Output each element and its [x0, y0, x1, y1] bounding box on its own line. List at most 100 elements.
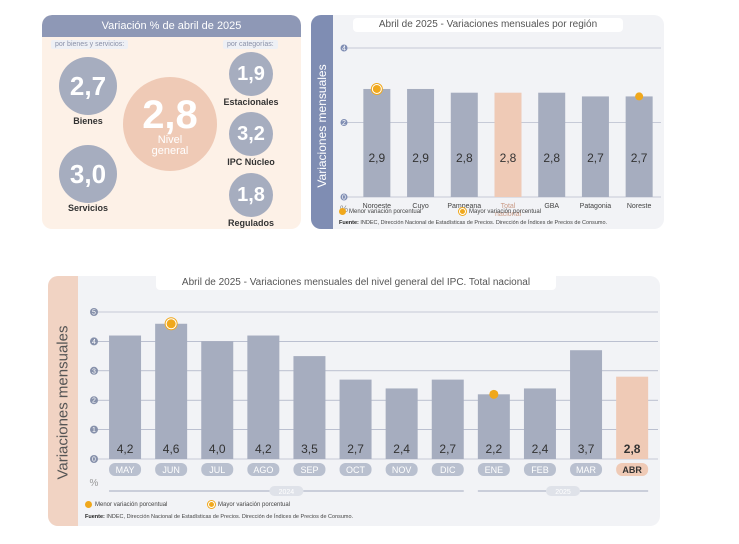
monthly-bar — [201, 341, 234, 459]
goods-services-subtitle: por bienes y servicios: — [51, 40, 129, 49]
year-group-label: 2025 — [555, 489, 571, 496]
region-legend-min-label: Menor variación porcentual — [349, 209, 422, 216]
monthly-bar — [616, 376, 649, 459]
monthly-y-tick-label: 1 — [92, 427, 96, 434]
region-bar — [581, 96, 609, 197]
monthly-category-chip — [155, 463, 188, 476]
monthly-tick-badge — [90, 396, 98, 405]
general-level-circle: 2,8 Nivel general — [123, 77, 217, 171]
min-marker — [635, 92, 644, 101]
monthly-source-text: INDEC, Dirección Nacional de Estadística… — [106, 514, 354, 520]
monthly-category-label: JUN — [162, 465, 180, 475]
region-bar-value: 2,7 — [631, 151, 648, 165]
monthly-tick-badge — [90, 337, 98, 346]
region-bar-value: 2,8 — [543, 151, 560, 165]
region-source-text: INDEC, Dirección Nacional de Estadística… — [360, 220, 608, 226]
core-cpi-value: 3,2 — [229, 112, 273, 156]
region-source: Fuente: INDEC, Dirección Nacional de Est… — [339, 220, 607, 226]
region-bar-value: 2,8 — [500, 151, 517, 165]
monthly-category-chip — [109, 463, 142, 476]
region-source-label: Fuente: — [339, 220, 359, 226]
max-marker — [372, 84, 381, 93]
regulated-label: Regulados — [227, 218, 274, 228]
monthly-bar — [477, 394, 510, 459]
region-y-tick-label: 2 — [342, 120, 346, 127]
monthly-bar-value: 4,6 — [163, 442, 180, 456]
monthly-category-chip — [616, 463, 649, 476]
monthly-category-chip — [247, 463, 280, 476]
services-label: Servicios — [67, 203, 109, 213]
monthly-category-chip — [570, 463, 603, 476]
monthly-tick-badge — [90, 308, 98, 316]
monthly-category-chip — [385, 463, 418, 476]
region-chart-title-main: Variaciones mensuales por región — [446, 19, 598, 30]
monthly-tick-badge — [90, 425, 98, 434]
region-bar-value: 2,7 — [587, 151, 604, 165]
region-bar — [407, 88, 435, 197]
monthly-bar — [385, 388, 418, 459]
region-chart-title: Abril de 2025 - Variaciones mensuales po… — [353, 18, 623, 32]
monthly-tick-badge — [90, 366, 98, 375]
monthly-legend-max: Mayor variación porcentual — [208, 501, 290, 508]
region-tick-badge — [340, 119, 348, 126]
goods-label: Bienes — [73, 116, 103, 126]
region-category-label: Total — [501, 203, 516, 210]
monthly-bar — [109, 335, 142, 459]
year-group-label: 2024 — [279, 489, 295, 496]
services-value: 3,0 — [59, 145, 117, 203]
monthly-category-chip — [477, 463, 510, 476]
seasonal-label: Estacionales — [223, 97, 279, 107]
min-marker-icon — [339, 208, 346, 215]
monthly-chart-title-main: Variaciones mensuales del nivel general … — [249, 277, 531, 288]
summary-title: Variación % de abril de 2025 — [42, 15, 301, 37]
region-y-axis-band: Variaciones mensuales — [311, 15, 333, 229]
max-marker-icon — [208, 501, 215, 508]
monthly-category-chip — [339, 463, 372, 476]
monthly-category-chip — [431, 463, 464, 476]
region-bar — [538, 92, 566, 197]
monthly-bar-value: 2,4 — [532, 442, 549, 456]
region-bar — [494, 92, 522, 197]
monthly-category-chip — [201, 463, 234, 476]
region-category-label: Pampeana — [447, 203, 481, 210]
monthly-bar — [155, 323, 188, 459]
year-group-chip — [546, 486, 580, 496]
monthly-y-tick-label: 5 — [92, 310, 96, 317]
monthly-category-label: NOV — [392, 465, 412, 475]
monthly-category-label: OCT — [346, 465, 366, 475]
monthly-bar-value: 2,2 — [486, 442, 503, 456]
monthly-category-label: ABR — [622, 465, 642, 475]
regulated-value: 1,8 — [229, 173, 273, 217]
max-marker-icon — [459, 208, 466, 215]
region-tick-badge — [340, 44, 348, 52]
general-level-label: Nivel general — [151, 134, 189, 157]
monthly-source-label: Fuente: — [85, 514, 105, 520]
region-legend-min: Menor variación porcentual — [339, 208, 421, 215]
monthly-category-label: JUL — [209, 465, 225, 475]
goods-value: 2,7 — [59, 57, 117, 115]
monthly-y-tick-label: 2 — [92, 398, 96, 405]
monthly-category-chip — [293, 463, 326, 476]
summary-panel: Variación % de abril de 2025 por bienes … — [42, 15, 301, 229]
monthly-y-unit: % — [90, 478, 99, 489]
region-legend-max: Mayor variación porcentual — [459, 208, 541, 215]
monthly-category-label: ENE — [485, 465, 504, 475]
region-chart-title-prefix: Abril de 2025 - — [378, 19, 447, 30]
region-chart-panel: Variaciones mensuales Abril de 2025 - Va… — [311, 15, 664, 229]
monthly-category-chip — [523, 463, 556, 476]
monthly-y-tick-label: 3 — [92, 368, 96, 375]
region-bar — [625, 96, 653, 197]
region-bar-value: 2,9 — [369, 151, 386, 165]
region-category-label: nacional — [495, 211, 522, 218]
monthly-source: Fuente: INDEC, Dirección Nacional de Est… — [85, 514, 353, 520]
region-bar-value: 2,8 — [456, 151, 473, 165]
region-category-label: Noroeste — [363, 203, 392, 210]
monthly-bar — [570, 350, 603, 459]
region-y-tick-label: 4 — [342, 46, 346, 53]
monthly-category-label: MAR — [576, 465, 597, 475]
monthly-category-label: MAY — [116, 465, 135, 475]
monthly-chart-title-prefix: Abril de 2025 - — [181, 277, 250, 288]
monthly-bar-value: 2,8 — [624, 442, 641, 456]
monthly-chart-title: Abril de 2025 - Variaciones mensuales de… — [156, 276, 556, 290]
monthly-bar-value: 4,0 — [209, 442, 226, 456]
